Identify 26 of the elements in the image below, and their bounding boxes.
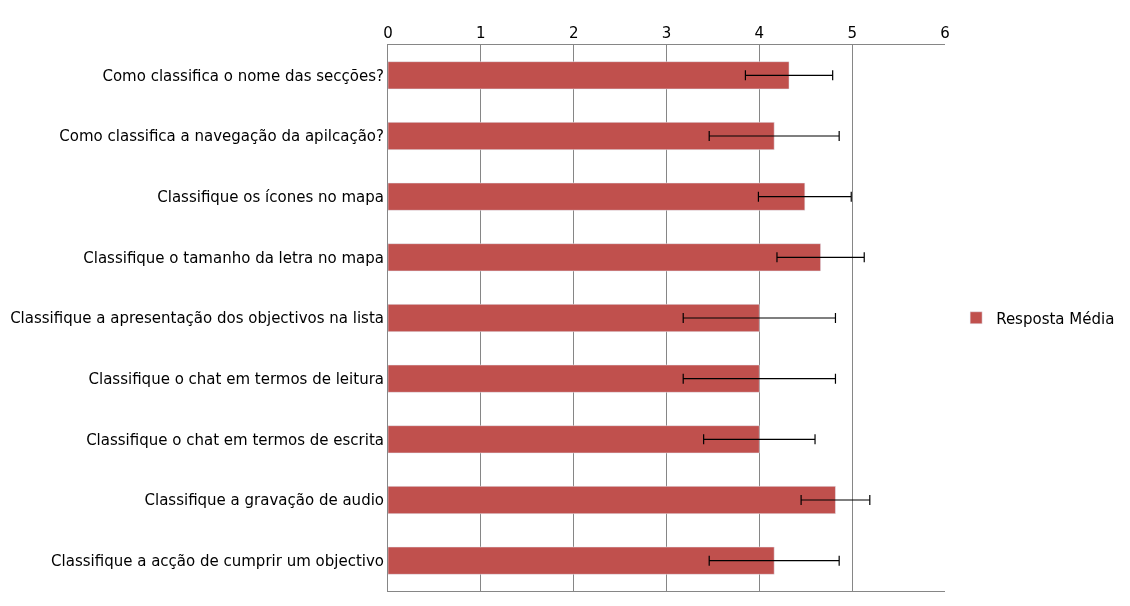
bar: [388, 425, 760, 454]
y-tick-label: Classifique a apresentação dos objectivos na lista: [10, 309, 384, 328]
y-tick-label: Classifique o chat em termos de escrita: [86, 430, 384, 449]
bar: [388, 243, 821, 272]
legend-label: Resposta Média: [996, 309, 1115, 328]
y-tick-label: Classifique o tamanho da letra no mapa: [83, 248, 384, 267]
bar: [388, 546, 775, 575]
x-tick-label: 4: [754, 24, 765, 42]
x-tick-label: 5: [847, 24, 857, 42]
bar: [388, 304, 760, 332]
x-tick-label: 3: [661, 24, 672, 42]
x-tick-label: 2: [568, 24, 579, 42]
bar: [388, 61, 790, 90]
x-tick-label: 6: [940, 24, 950, 42]
y-tick-label: Classifique a acção de cumprir um objectivo: [51, 551, 384, 570]
x-tick-label: 0: [383, 24, 393, 42]
y-tick-label: Classifique o chat em termos de leitura: [88, 369, 384, 388]
y-tick-label: Classifique a gravação de audio: [144, 491, 384, 510]
y-tick-label: Como classifica o nome das secções?: [102, 66, 384, 85]
bar: [388, 182, 806, 211]
y-tick-label: Classifique os ícones no mapa: [157, 187, 384, 206]
bar: [388, 486, 836, 514]
bar: [388, 122, 775, 150]
y-tick-label: Como classifica a navegação da apilcação?: [59, 127, 384, 146]
bar: [388, 364, 760, 393]
x-tick-label: 1: [476, 24, 486, 42]
